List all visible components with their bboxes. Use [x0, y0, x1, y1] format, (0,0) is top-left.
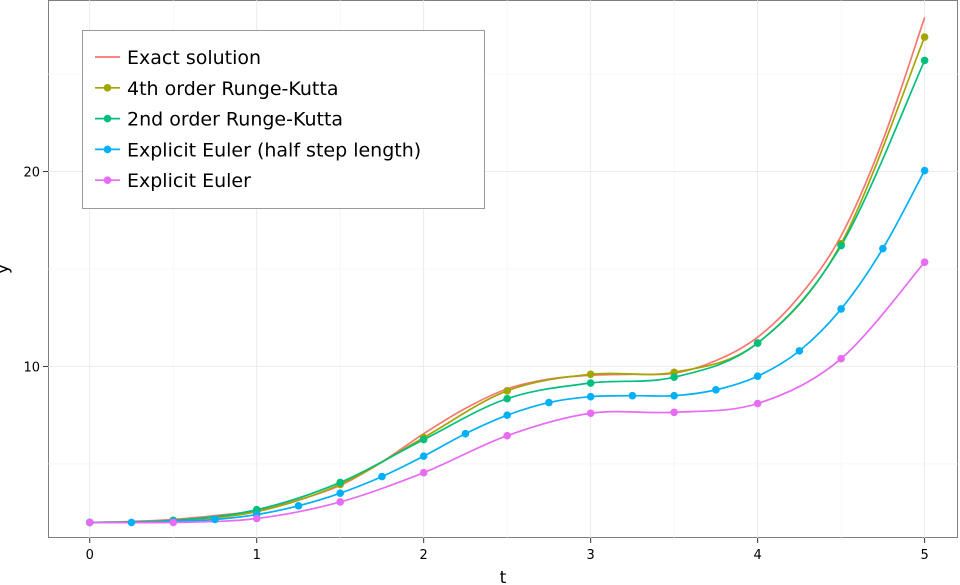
series-4-point — [712, 386, 720, 394]
series-3-point — [419, 435, 428, 444]
x-tick-label: 1 — [253, 548, 261, 563]
series-4-point — [920, 166, 929, 175]
series-4-point — [586, 392, 595, 401]
x-tick-label: 4 — [753, 548, 761, 563]
x-tick-label: 3 — [587, 548, 595, 563]
series-4-point — [837, 305, 845, 313]
series-4-point — [503, 411, 511, 419]
series-5-point — [169, 518, 178, 527]
legend-label: Explicit Euler (half step length) — [127, 139, 421, 161]
series-3-point — [753, 339, 762, 347]
y-tick-label: 10 — [23, 360, 40, 375]
series-4-point — [461, 429, 470, 438]
legend-label: 2nd order Runge-Kutta — [127, 109, 343, 131]
series-2-point — [503, 387, 511, 395]
series-5-point — [920, 258, 929, 266]
x-tick-label: 2 — [420, 548, 428, 563]
series-lines — [85, 17, 929, 527]
series-5-point — [252, 514, 261, 523]
series-4-point — [879, 244, 887, 253]
series-4-point — [127, 518, 136, 527]
series-3-point — [920, 56, 929, 65]
legend-key-point — [103, 84, 112, 92]
legend-key-point — [103, 114, 112, 123]
x-axis-title: t — [500, 568, 507, 585]
series-5-point — [670, 408, 678, 417]
series-3-point — [336, 478, 345, 487]
series-5-point — [837, 354, 845, 363]
legend-label: 4th order Runge-Kutta — [127, 78, 338, 100]
series-5-point — [503, 431, 511, 440]
series-4-point — [628, 391, 637, 400]
series-2-point — [586, 370, 595, 379]
legend-label: Exact solution — [127, 47, 261, 69]
series-5-point — [336, 498, 345, 506]
y-axis-title: y — [0, 264, 13, 274]
legend: Exact solution 4th order Runge-Kutta 2nd o… — [82, 30, 485, 209]
y-tick-label: 20 — [23, 166, 40, 181]
series-3-point — [503, 394, 511, 403]
series-4-point — [336, 489, 345, 497]
series-5-point — [753, 399, 762, 408]
series-3-point — [670, 373, 678, 381]
series-5-point — [419, 468, 428, 477]
series-4-point — [294, 502, 303, 510]
legend-key-point — [103, 145, 112, 154]
series-3-point — [586, 379, 595, 387]
series-4-point — [211, 515, 219, 524]
x-tick-label: 5 — [920, 548, 928, 563]
series-3-point — [837, 241, 845, 250]
legend-box — [82, 30, 485, 209]
series-2-point — [920, 33, 929, 41]
series-4-point — [670, 391, 678, 400]
series-4-point — [545, 398, 553, 407]
series-line-3 — [89, 60, 926, 524]
series-4-point — [753, 372, 762, 381]
x-tick-label: 0 — [86, 548, 94, 563]
legend-label: Explicit Euler — [127, 170, 251, 192]
legend-key-point — [103, 176, 112, 184]
series-5-point — [85, 518, 94, 527]
series-4-point — [795, 347, 804, 355]
series-5-point — [586, 409, 595, 418]
axes: 0 1 2 3 4 5 10 20 — [23, 166, 928, 563]
series-4-point — [419, 452, 428, 460]
series-4-point — [378, 472, 386, 481]
